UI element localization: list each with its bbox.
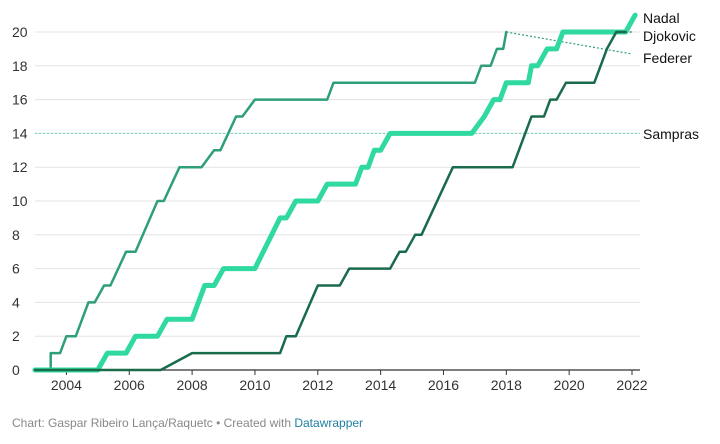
- datawrapper-link[interactable]: Datawrapper: [294, 416, 364, 430]
- projection-federer: [506, 31, 633, 55]
- y-tick-label: 16: [12, 92, 28, 108]
- chart-credit: Chart: Gaspar Ribeiro Lança/Raquetc • Cr…: [12, 416, 363, 430]
- y-tick-label: 18: [12, 58, 28, 74]
- x-axis-tick-labels: 2004 2006 2008 2010 2012 2014 2016 2018 2020 2022: [51, 377, 648, 393]
- credit-text: Chart: Gaspar Ribeiro Lança/Raquetc • Cr…: [12, 416, 295, 430]
- x-tick-label: 2008: [177, 377, 208, 393]
- y-tick-label: 2: [12, 328, 20, 344]
- y-tick-label: 6: [12, 261, 20, 277]
- end-label-djokovic: Djokovic: [643, 28, 696, 44]
- y-tick-label: 14: [12, 125, 28, 141]
- x-tick-label: 2004: [51, 377, 82, 393]
- end-label-federer: Federer: [643, 50, 692, 66]
- y-tick-label: 8: [12, 227, 20, 243]
- x-tick-label: 2006: [114, 377, 145, 393]
- series-line-federer: [33, 30, 508, 372]
- x-tick-label: 2022: [616, 377, 647, 393]
- series-line-nadal: [32, 12, 638, 373]
- x-tick-label: 2018: [491, 377, 522, 393]
- y-tick-label: 10: [12, 193, 28, 209]
- series-lines: [32, 12, 638, 373]
- x-tick-label: 2020: [554, 377, 585, 393]
- end-label-nadal: Nadal: [643, 10, 680, 26]
- y-tick-label: 4: [12, 294, 20, 310]
- y-tick-label: 0: [12, 362, 20, 378]
- y-tick-label: 12: [12, 159, 28, 175]
- x-tick-label: 2010: [239, 377, 270, 393]
- x-tick-label: 2012: [302, 377, 333, 393]
- y-tick-label: 20: [12, 24, 28, 40]
- y-axis-tick-labels: 0 2 4 6 8 10 12 14 16 18 20: [12, 24, 28, 378]
- end-label-sampras: Sampras: [643, 126, 699, 142]
- x-tick-label: 2014: [365, 377, 396, 393]
- series-line-djokovic: [33, 30, 627, 372]
- x-tick-label: 2016: [428, 377, 459, 393]
- series-end-labels: Nadal Djokovic Federer Sampras: [643, 10, 699, 142]
